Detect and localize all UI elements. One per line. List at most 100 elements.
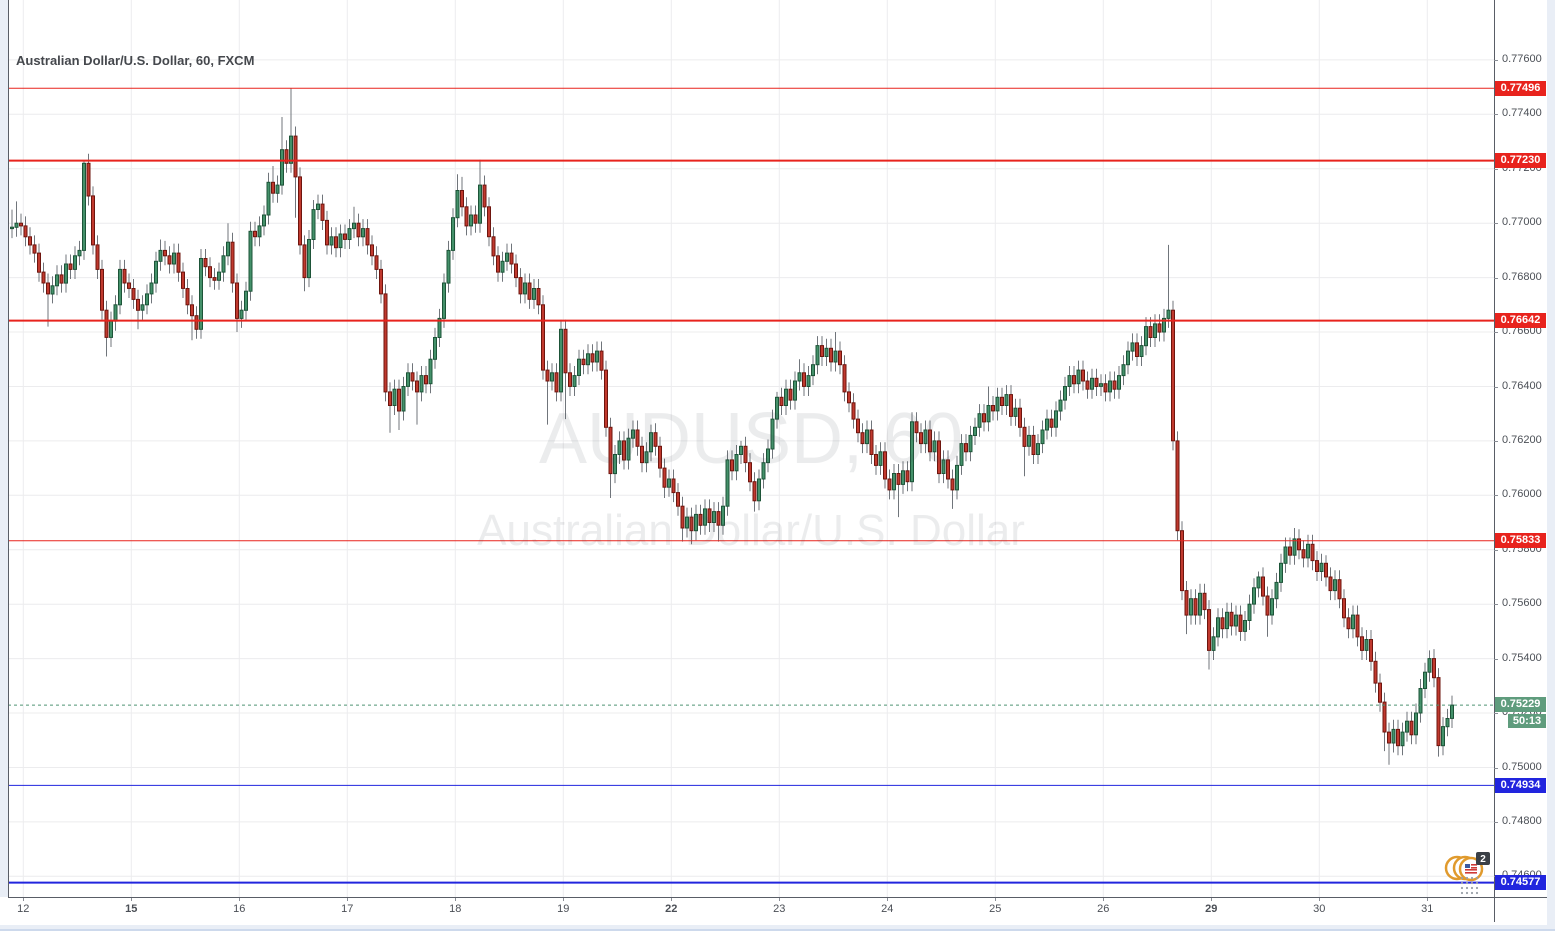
candle-body-down [1094,377,1099,387]
candle-body-up [1391,728,1396,744]
candle-body-down [752,481,757,502]
candle-body-up [901,470,905,485]
candle-body-up [793,380,797,401]
candle-body-up [995,396,1000,412]
handle-dot [1470,886,1474,890]
candle-body-up [631,429,635,439]
price-tick-label: 0.76800 [1502,270,1542,283]
candle-body-up [559,328,563,393]
candle-body-up [64,263,68,284]
candle-body-up [154,260,158,284]
price-tick-label: 0.75000 [1502,760,1542,773]
candle-body-up [257,225,262,238]
price-axis[interactable]: 0.776000.774000.772000.770000.768000.766… [1494,0,1547,897]
handle-dot [1460,886,1464,890]
time-axis[interactable]: 12 15 16 17 18 19 22 23 24 25 26 29 30 31 [0,897,1547,925]
published-ideas-bubbles[interactable]: 2 [1440,850,1492,884]
window-bottom-edge [0,929,1555,931]
candle-body-down [410,372,415,382]
candle-body-down [653,432,658,447]
axis-resize-handle[interactable] [1460,876,1481,897]
candle-body-up [968,434,973,453]
candle-body-up [1153,323,1157,338]
candle-body-down [1297,538,1301,551]
price-tick-label: 0.77400 [1502,107,1542,120]
candle-body-up [1067,375,1072,388]
candle-body-up [923,429,928,445]
candle-body-down [320,203,325,221]
symbol-legend[interactable]: Australian Dollar/U.S. Dollar, 60, FXCM [16,53,255,68]
date-tick-label: 15 [125,903,138,915]
candle-body-down [914,421,919,434]
candle-body-up [1270,598,1274,616]
candle-body-up [1247,603,1252,622]
watermark-description: Australian Dollar/U.S. Dollar [477,506,1025,555]
candle-body-up [1252,587,1256,605]
date-tick-mark [1427,897,1429,901]
candle-body-down [887,478,892,491]
candle-body-up [1225,611,1229,630]
candle-body-up [406,372,410,387]
handle-dot [1475,876,1479,880]
candle-body-up [955,464,959,491]
current-price-label: 0.75229 [1495,697,1546,713]
candle-body-down [536,288,541,306]
candle-body-up [811,364,815,377]
candle-body-down [23,225,28,238]
price-tick-mark [1494,223,1498,225]
date-tick-label: 18 [449,903,462,915]
candle-body-down [104,309,109,338]
candle-body-up [1333,579,1337,592]
candle-body-up [1139,345,1144,358]
candle-body-up [712,511,716,524]
candle-body-down [397,388,401,412]
price-tick-mark [1494,277,1498,279]
candle-body-up [1027,434,1031,447]
candle-body-down [1360,636,1364,651]
candle-body-down [1382,701,1387,733]
candle-body-up [1211,636,1216,651]
candle-body-down [1409,720,1414,736]
candle-body-down [1324,562,1328,578]
candle-body-up [1090,377,1094,390]
candle-body-down [541,304,545,371]
candle-body-up [217,271,221,281]
candle-body-down [1238,614,1243,632]
candle-body-down [212,277,217,281]
watermark-symbol: AUDUSD, 60 [538,399,964,479]
candle-body-up [428,358,433,385]
candle-body-up [1364,639,1369,651]
candle-body-down [1310,543,1315,562]
candle-body-up [703,508,707,526]
chart-plot-area[interactable]: AUDUSD, 60 Australian Dollar/U.S. Dollar [8,0,1494,897]
candle-body-down [991,405,995,412]
price-tick-label: 0.76000 [1502,488,1542,501]
candle-body-up [595,350,599,363]
candle-body-down [1207,609,1211,651]
price-tick-mark [1494,495,1498,497]
candle-body-down [1103,383,1108,393]
candle-body-up [347,228,352,241]
page-margin [0,925,1555,931]
date-tick-mark [455,897,457,901]
candle-body-down [982,413,986,423]
candle-body-up [725,459,730,507]
candle-body-up [757,478,761,502]
price-tick-mark [1494,767,1498,769]
candle-body-down [847,391,851,404]
candle-body-up [500,260,505,273]
date-tick-mark [347,897,349,901]
candle-body-down [635,429,640,447]
candle-body-up [1054,410,1058,428]
candle-body-down [59,274,64,284]
candle-body-down [424,375,428,385]
candle-body-down [1328,576,1333,592]
candle-body-down [905,470,910,483]
candlestick-canvas[interactable] [8,0,1494,897]
candle-body-down [1031,434,1036,455]
candle-body-up [244,290,248,311]
date-tick-mark [887,897,889,901]
date-tick-mark [23,897,25,901]
candle-body-down [946,459,950,480]
